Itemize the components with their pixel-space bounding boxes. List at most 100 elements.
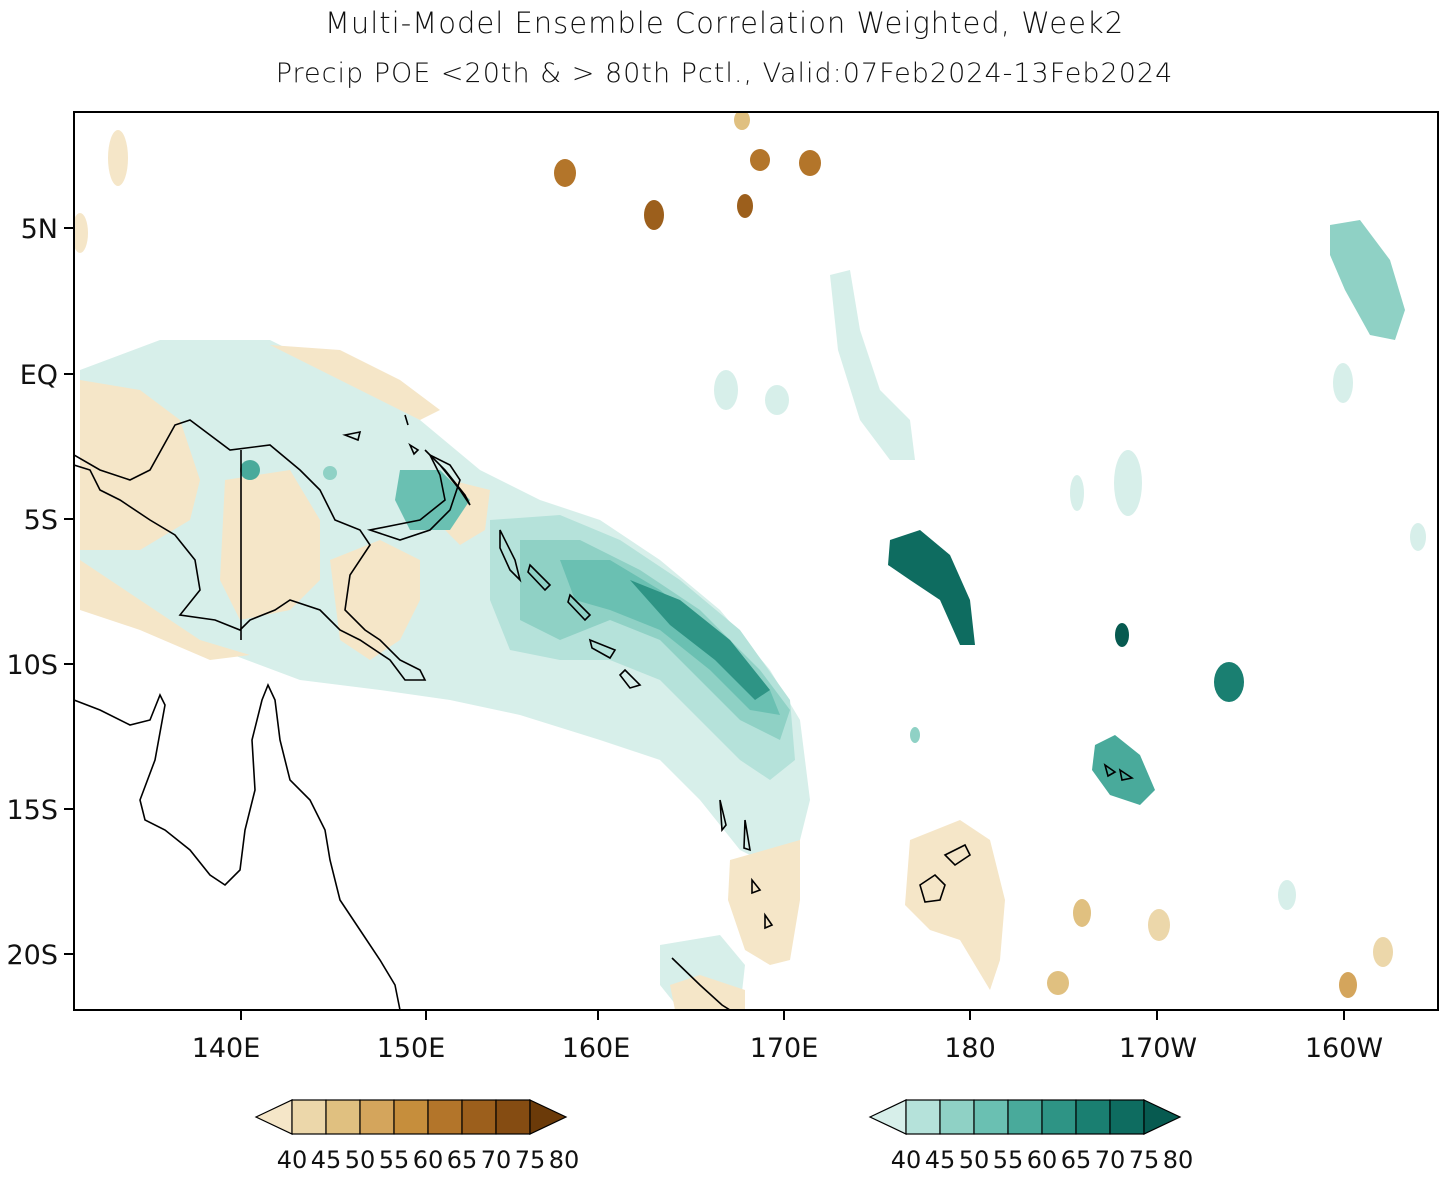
wet-region-solomons4 [630,580,770,700]
dry-spot-3 [737,194,753,218]
colorbar-lower-arrow [254,1099,293,1135]
colorbar-label: 45 [311,1146,342,1174]
wet-spot-eq1 [714,370,738,410]
coast-samoa [1103,763,1135,781]
colorbar-upper-arrow [1143,1099,1182,1135]
dry-spot-7 [1073,899,1091,927]
colorbar-label: 40 [891,1146,922,1174]
coast-vanuatu3 [751,877,762,895]
dry-spot-6 [734,112,750,130]
coast-guadalcanal [588,638,617,660]
colorbar-lower-arrow [868,1099,907,1135]
dry-spot-10 [1339,972,1357,998]
x-tick-label: 140E [192,1033,261,1064]
map-subtitle: Precip POE <20th & > 80th Pctl., Valid:0… [275,58,1174,89]
colorbar-label: 60 [413,1146,444,1174]
coast-fiji2 [943,843,972,867]
colorbar-swatch [1109,1099,1145,1135]
wet-region-solomons3 [560,560,780,715]
colorbar-swatch [325,1099,361,1135]
wet-region-newbritain [395,470,470,530]
dry-region-fiji [905,820,1005,990]
x-tick-label: 170W [1119,1033,1197,1064]
colorbar-swatch [973,1099,1009,1135]
x-tick-label: 170E [750,1033,819,1064]
colorbar-label: 75 [1129,1146,1160,1174]
wet-spot-png2 [323,466,337,480]
wet-spot-e1 [1114,450,1142,516]
plot-frame [73,111,1439,1011]
colorbar-wet: 40 45 50 55 60 65 70 75 80 [868,1099,1194,1174]
wet-spot-e2 [1070,475,1084,511]
coast-small2 [404,414,409,426]
colorbar-swatch [291,1099,327,1135]
y-tick-label: 5S [24,505,58,536]
y-tick-label: 5N [21,214,58,245]
colorbar-label: 55 [993,1146,1024,1174]
colorbar-dry: 40 45 50 55 60 65 70 75 80 [254,1099,579,1174]
colorbar-label: 40 [277,1146,308,1174]
dry-spot-w2 [74,213,88,253]
wet-region-samoa [1092,735,1155,805]
colorbar-swatch [427,1099,463,1135]
coast-solomon1 [527,563,552,592]
colorbar-label: 65 [447,1146,478,1174]
dry-spot-9 [1047,971,1069,995]
colorbar-swatch [495,1099,531,1135]
colorbar-label: 50 [345,1146,376,1174]
colorbar-label: 70 [481,1146,512,1174]
dry-region-ng2 [220,470,320,620]
dry-region-ng [80,380,200,550]
coast-fiji1 [919,873,946,903]
colorbar-label: 75 [515,1146,546,1174]
y-tick-label: EQ [20,360,58,391]
dry-spot-1 [554,159,576,187]
dry-spot-4 [750,149,770,171]
coast-small3 [408,442,420,456]
coast-makira [618,668,642,689]
x-tick-label: 150E [377,1033,446,1064]
wet-spot-png [240,460,260,480]
coastlines [74,414,1135,1010]
axis-ticks [64,227,1345,1020]
wet-region-equator [830,270,915,460]
wet-region-spot2 [1214,662,1244,702]
colorbar-swatch [1041,1099,1077,1135]
colorbar-label: 80 [1163,1146,1194,1174]
wet-spot-e4 [1278,880,1296,910]
y-tick-label: 15S [7,795,59,826]
dry-region-north [270,345,440,420]
shaded-field [74,112,1426,1010]
map-title: Multi-Model Ensemble Correlation Weighte… [324,6,1125,40]
x-tick-label: 160W [1305,1033,1383,1064]
coast-newbritain [366,453,461,541]
colorbar-upper-arrow [529,1099,568,1135]
colorbar-swatch [1075,1099,1111,1135]
dry-spot-5 [799,150,821,176]
colorbar-swatch [905,1099,941,1135]
x-tick-label: 180 [944,1033,996,1064]
colorbar-swatch [393,1099,429,1135]
colorbar-label: 65 [1061,1146,1092,1174]
x-tick-label: 160E [562,1033,631,1064]
colorbar-label: 50 [959,1146,990,1174]
colorbar-swatch [939,1099,975,1135]
coast-small1 [342,430,362,442]
colorbar-swatch [461,1099,497,1135]
y-axis-labels: 5N EQ 5S 10S 15S 20S [7,214,59,971]
coast-newireland [424,449,471,506]
wet-spot-e6 [910,727,920,743]
coast-bougainville [499,529,522,583]
dry-spot-8 [1148,909,1170,941]
colorbar-swatch [1007,1099,1043,1135]
wet-region-main [80,340,810,860]
y-tick-label: 20S [7,940,59,971]
wet-spot-e3 [1333,363,1353,403]
coast-solomon2 [567,593,592,622]
wet-spot-eq2 [765,385,789,415]
coast-australia [74,682,401,1010]
dry-spot-w1 [108,130,128,186]
coast-vanuatu2 [743,819,752,852]
coast-vanuatu1 [719,799,727,833]
